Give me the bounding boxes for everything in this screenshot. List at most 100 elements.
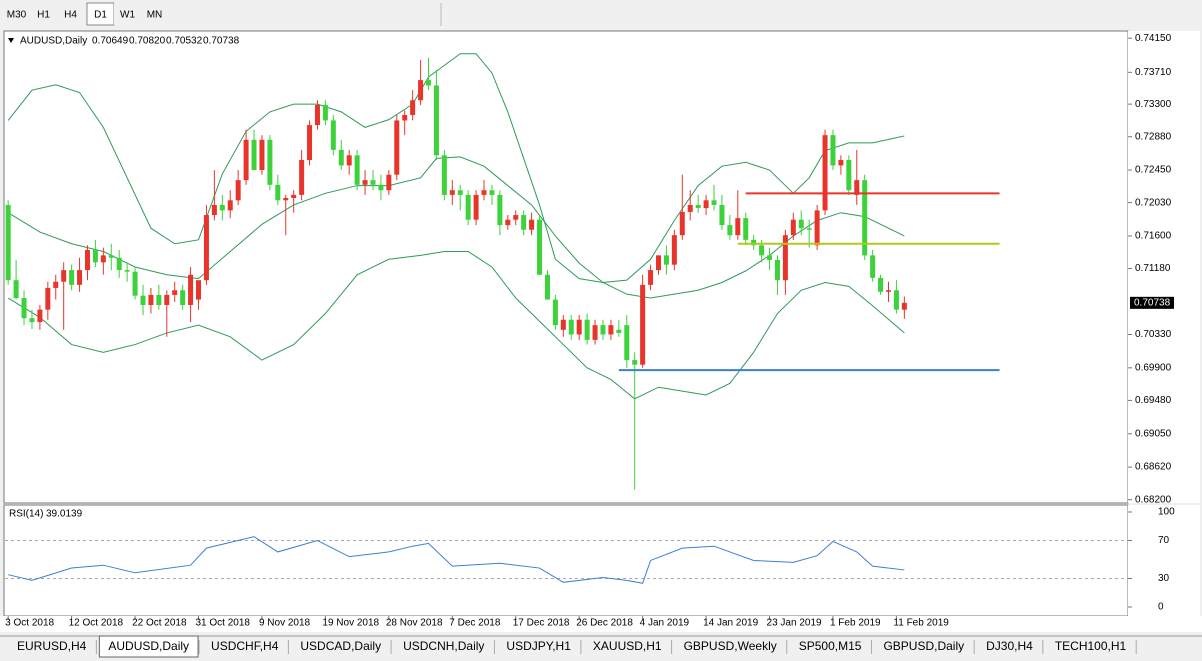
- candle-body: [378, 184, 384, 191]
- tab-bar: EURUSD,H4 AUDUSD,Daily USDCHF,H4 USDCAD,Dai…: [0, 635, 1202, 658]
- y-tick-label: 0.69050: [1135, 428, 1172, 439]
- tab-face: [202, 637, 288, 656]
- tab-face: [394, 637, 494, 656]
- chart-tab[interactable]: USDCHF,H4: [202, 637, 289, 656]
- timeframe-button[interactable]: MN: [141, 3, 168, 25]
- candle-body: [513, 215, 519, 220]
- button-face: [114, 3, 141, 25]
- candle-body: [457, 190, 463, 195]
- timeframe-button[interactable]: H4: [57, 3, 84, 25]
- candle-body: [132, 271, 138, 296]
- chart-tab[interactable]: AUDUSD,Daily: [98, 635, 200, 658]
- candle-body: [235, 180, 241, 201]
- chart-tab[interactable]: GBPUSD,Daily: [874, 637, 975, 656]
- tab-face: [497, 637, 580, 656]
- candle-body: [338, 149, 344, 166]
- chart-tab[interactable]: USDCNH,Daily: [394, 637, 495, 656]
- timeframe-button[interactable]: D1: [86, 2, 115, 26]
- candle-body: [767, 255, 773, 261]
- candle-body: [100, 255, 106, 263]
- candle-body: [275, 184, 281, 201]
- chart-tab[interactable]: USDCAD,Daily: [291, 637, 392, 656]
- button-label: H4: [64, 10, 77, 21]
- candle-body: [481, 190, 487, 195]
- rsi-line: [8, 536, 905, 584]
- y-tick-label: 0.73300: [1135, 99, 1172, 110]
- candle-body: [782, 235, 788, 281]
- candle-body: [188, 274, 194, 306]
- timeframe-button[interactable]: W1: [114, 3, 141, 25]
- candle-body: [219, 204, 225, 211]
- timeframe-button[interactable]: M30: [3, 3, 30, 25]
- candle-body: [45, 287, 51, 310]
- x-tick-label: 11 Feb 2019: [893, 618, 949, 629]
- candle-body: [521, 215, 527, 230]
- x-tick-label: 31 Oct 2018: [196, 618, 251, 629]
- chart-tab[interactable]: EURUSD,H4: [8, 637, 97, 656]
- candle-body: [418, 80, 424, 101]
- x-tick-label: 14 Jan 2019: [703, 618, 758, 629]
- tab-face: [583, 637, 671, 656]
- timeframe-button[interactable]: H1: [30, 3, 57, 25]
- rsi-value: 39.0139: [46, 509, 83, 520]
- tab-face: [8, 637, 96, 656]
- candle-body: [259, 139, 265, 171]
- candle-body: [13, 280, 19, 299]
- x-tick-label: 22 Oct 2018: [132, 618, 187, 629]
- candle-body: [243, 139, 249, 181]
- candle-body: [600, 325, 606, 335]
- candle-body: [283, 197, 289, 201]
- tab-face: [789, 637, 871, 656]
- candle-body: [806, 228, 812, 230]
- current-price-box: [1130, 296, 1174, 309]
- candle-body: [901, 302, 907, 310]
- candle-body: [140, 295, 146, 306]
- candle-body: [116, 257, 122, 271]
- tab-label: SP500,M15: [799, 639, 862, 653]
- button-face: [30, 3, 57, 25]
- main-chart-frame: [3, 30, 1129, 504]
- candle-body: [497, 194, 503, 226]
- y-tick-label: 0.72880: [1135, 131, 1172, 142]
- button-face: [57, 3, 84, 25]
- candle-body: [426, 80, 432, 86]
- x-tick-label: 4 Jan 2019: [640, 618, 690, 629]
- chart-tab[interactable]: TECH100,H1: [1045, 637, 1137, 656]
- chart-tab[interactable]: SP500,M15: [789, 637, 872, 656]
- candle-body: [61, 270, 67, 282]
- candle-body: [544, 274, 550, 300]
- bollinger-band: [7, 156, 905, 299]
- x-tick-label: 19 Nov 2018: [322, 618, 379, 629]
- button-face: [141, 3, 168, 25]
- candle-body: [759, 245, 765, 256]
- candle-body: [798, 219, 804, 229]
- price-axis-area: [1128, 31, 1200, 503]
- candle-body: [822, 135, 828, 211]
- candle-body: [640, 284, 646, 365]
- candle-body: [370, 180, 376, 185]
- x-tick-label: 3 Oct 2018: [5, 618, 54, 629]
- chart-tab[interactable]: XAUUSD,H1: [583, 637, 673, 656]
- chart-tab[interactable]: GBPUSD,Weekly: [674, 637, 788, 656]
- candle-body: [624, 325, 630, 361]
- candle-body: [402, 114, 408, 121]
- candle-body: [743, 218, 749, 240]
- candle-body: [53, 281, 59, 288]
- candle-body: [727, 225, 733, 236]
- candle-body: [552, 299, 558, 326]
- x-tick-label: 23 Jan 2019: [767, 618, 822, 629]
- candle-body: [679, 211, 685, 236]
- candle-body: [433, 85, 439, 156]
- candle-body: [719, 204, 725, 226]
- chart-tab[interactable]: USDJPY,H1: [497, 637, 582, 656]
- candle-body: [854, 180, 860, 195]
- tab-label: EURUSD,H4: [17, 639, 87, 653]
- candle-body: [180, 290, 186, 306]
- chart-tab[interactable]: DJ30,H4: [977, 637, 1044, 656]
- candle-body: [346, 155, 352, 166]
- bollinger-band: [7, 53, 905, 284]
- candle-body: [703, 200, 709, 209]
- candle-body: [862, 180, 868, 256]
- tab-label: USDCNH,Daily: [403, 639, 484, 653]
- x-tick-label: 17 Dec 2018: [513, 618, 570, 629]
